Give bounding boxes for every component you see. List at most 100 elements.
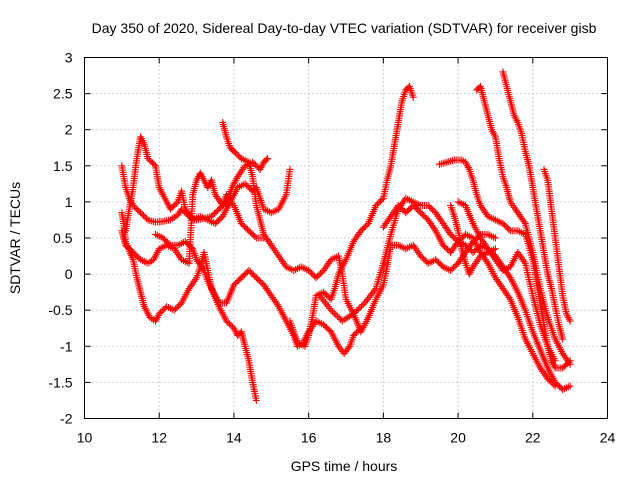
data-point [421, 256, 429, 264]
data-point [403, 207, 411, 215]
x-tick-label: 20 [450, 430, 466, 446]
data-point [140, 212, 148, 220]
x-tick-label: 16 [301, 430, 317, 446]
data-point [420, 255, 428, 263]
data-point [286, 165, 294, 173]
data-point [170, 306, 178, 314]
data-point [209, 211, 217, 219]
data-point [173, 303, 181, 311]
data-point [317, 269, 325, 277]
series-track-11 [473, 82, 574, 368]
data-point [500, 221, 508, 229]
data-point [329, 308, 337, 316]
chart-title: Day 350 of 2020, Sidereal Day-to-day VTE… [92, 20, 597, 36]
data-point [147, 157, 155, 165]
data-point [249, 231, 257, 239]
data-point [166, 205, 174, 213]
data-point [361, 222, 369, 230]
x-tick-label: 24 [600, 430, 616, 446]
data-point [324, 292, 332, 300]
data-point [245, 266, 253, 274]
data-point [426, 203, 434, 211]
data-point [436, 260, 444, 268]
y-tick-label: 3 [65, 50, 73, 66]
data-point [433, 257, 441, 265]
data-point [502, 222, 510, 230]
data-point [548, 379, 556, 387]
data-point [566, 382, 574, 390]
x-axis-label: GPS time / hours [291, 458, 398, 474]
data-point [398, 243, 406, 251]
data-point [417, 252, 425, 260]
data-point [160, 235, 168, 243]
series-track-7 [286, 82, 417, 350]
data-point [301, 265, 309, 273]
data-point [134, 206, 142, 214]
data-point [566, 317, 574, 325]
data-point [144, 155, 152, 163]
data-point [233, 278, 241, 286]
data-point [137, 209, 145, 217]
data-point [411, 203, 419, 211]
data-point [429, 206, 437, 214]
data-point [471, 247, 479, 255]
data-point [397, 204, 405, 212]
data-point [141, 213, 149, 221]
data-point [251, 272, 259, 280]
data-point [234, 152, 242, 160]
data-point [132, 204, 140, 212]
data-point [246, 228, 254, 236]
data-point [373, 200, 381, 208]
data-point [138, 210, 146, 218]
y-tick-label: 1.5 [53, 158, 73, 174]
data-point [255, 277, 263, 285]
data-point [551, 357, 559, 365]
data-point [488, 232, 496, 240]
data-point [254, 275, 262, 283]
data-point [503, 224, 511, 232]
data-point [356, 304, 364, 312]
data-point [378, 196, 386, 204]
data-point [491, 234, 499, 242]
data-point [231, 279, 239, 287]
data-point [333, 312, 341, 320]
y-tick-label: -2 [60, 411, 73, 427]
x-tick-label: 10 [77, 430, 93, 446]
data-point [375, 199, 383, 207]
data-point [447, 230, 455, 238]
data-point [214, 217, 222, 225]
data-point [441, 243, 449, 251]
data-point [458, 200, 466, 208]
data-series [118, 68, 574, 404]
data-point [353, 307, 361, 315]
data-point [359, 301, 367, 309]
series-track-3 [118, 169, 268, 267]
data-point [239, 272, 247, 280]
y-tick-label: 1 [65, 194, 73, 210]
data-point [357, 302, 365, 310]
y-tick-label: 2.5 [53, 86, 73, 102]
data-point [245, 227, 253, 235]
data-point [148, 159, 156, 167]
data-point [327, 306, 335, 314]
data-point [293, 265, 301, 273]
data-point [420, 212, 428, 220]
data-point [243, 225, 251, 233]
data-point [257, 278, 265, 286]
data-point [321, 322, 329, 330]
data-point [559, 335, 567, 343]
data-point [314, 272, 322, 280]
data-point [424, 202, 432, 210]
data-point [544, 375, 552, 383]
data-point [491, 245, 499, 253]
data-point [320, 288, 328, 296]
data-point [243, 181, 251, 189]
data-point [169, 202, 177, 210]
series-track-14 [454, 198, 559, 365]
data-point [545, 376, 553, 384]
data-point [435, 259, 443, 267]
data-point [412, 204, 420, 212]
data-point [505, 225, 513, 233]
data-point [240, 271, 248, 279]
